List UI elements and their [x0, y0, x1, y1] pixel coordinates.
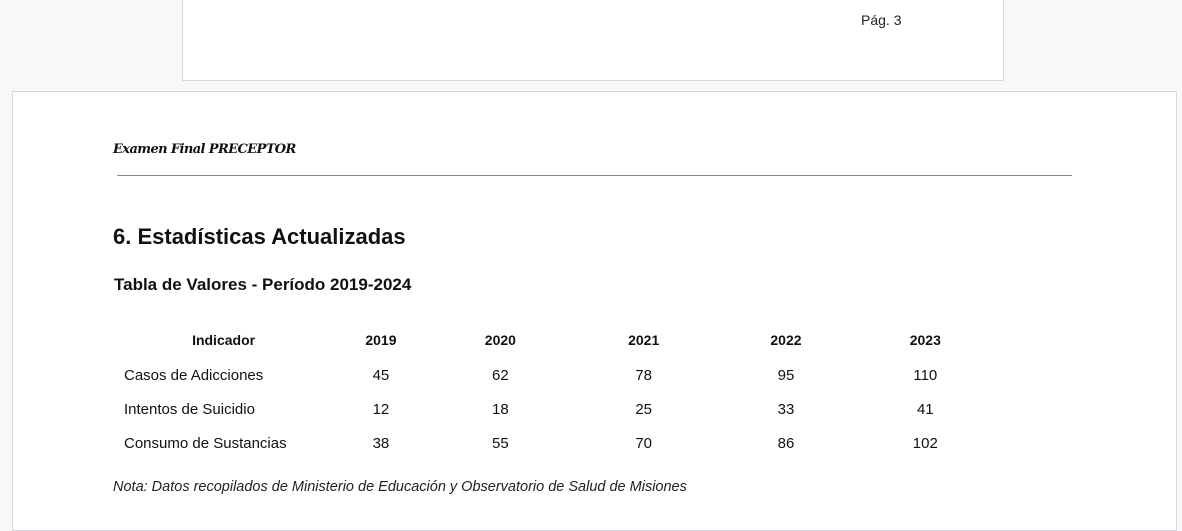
table-cell: 45 [372, 366, 390, 384]
column-header-2023: 2023 [909, 331, 941, 348]
table-cell: 102 [912, 434, 938, 452]
column-header-indicador: Indicador [192, 331, 256, 348]
table-title: Tabla de Valores - Período 2019-2024 [114, 275, 412, 294]
header-divider [117, 175, 1072, 176]
table-cell: 55 [492, 434, 509, 452]
column-header-2021: 2021 [628, 331, 660, 348]
table-header-row: Indicador 2019 2020 2021 2022 2023 [114, 321, 994, 358]
page-header: Examen Final PRECEPTOR [113, 142, 296, 157]
row-label: Consumo de Sustancias [124, 434, 287, 452]
previous-page: Pág. 3 [182, 0, 1004, 81]
table-cell: 33 [777, 400, 795, 418]
table-row: Consumo de Sustancias 38 55 70 86 102 [114, 426, 994, 460]
table-cell: 86 [777, 434, 795, 452]
table-cell: 41 [916, 400, 934, 418]
section-title: 6. Estadísticas Actualizadas [113, 224, 406, 249]
column-header-2019: 2019 [365, 331, 397, 348]
table-note: Nota: Datos recopilados de Ministerio de… [113, 479, 687, 495]
table-cell: 25 [635, 400, 653, 418]
table-cell: 18 [492, 400, 509, 418]
column-header-2022: 2022 [770, 331, 802, 348]
page-number: Pág. 3 [861, 12, 902, 28]
table-row: Intentos de Suicidio 12 18 25 33 41 [114, 392, 994, 426]
table-cell: 110 [913, 366, 938, 384]
table-cell: 38 [372, 434, 390, 452]
table-cell: 62 [492, 366, 509, 384]
table-cell: 78 [635, 366, 653, 384]
column-header-2020: 2020 [484, 331, 516, 348]
current-page: Examen Final PRECEPTOR 6. Estadísticas A… [12, 91, 1177, 531]
statistics-table: Indicador 2019 2020 2021 2022 2023 Casos… [114, 321, 994, 460]
row-label: Casos de Adicciones [124, 366, 264, 384]
table-cell: 95 [777, 366, 795, 384]
table-row: Casos de Adicciones 45 62 78 95 110 [114, 358, 994, 392]
table-cell: 70 [635, 434, 653, 452]
table-cell: 12 [372, 400, 390, 418]
row-label: Intentos de Suicidio [124, 400, 255, 418]
